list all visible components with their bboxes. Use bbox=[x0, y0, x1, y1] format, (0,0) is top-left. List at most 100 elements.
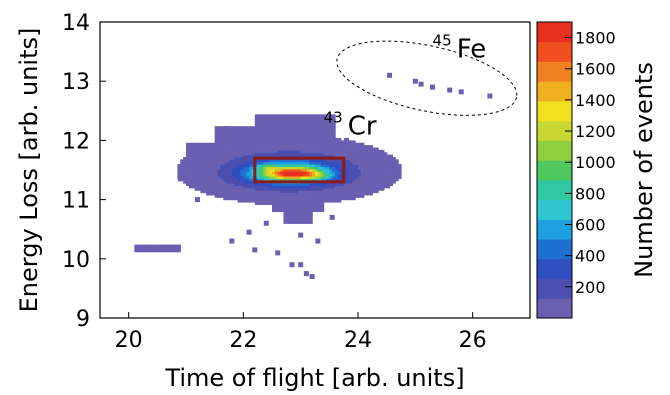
heatmap-cell bbox=[263, 190, 267, 194]
heatmap-cell bbox=[309, 114, 313, 118]
heatmap-cell bbox=[389, 154, 393, 158]
heatmap-cell bbox=[274, 121, 279, 125]
heatmap-cell bbox=[297, 119, 302, 123]
heatmap-cell bbox=[280, 192, 285, 196]
heatmap-cell bbox=[306, 116, 310, 120]
heatmap-cell bbox=[206, 142, 210, 146]
heatmap-cell bbox=[317, 206, 322, 210]
heatmap-cell bbox=[380, 154, 385, 158]
heatmap-cell bbox=[329, 187, 333, 191]
heatmap-cell bbox=[323, 161, 328, 165]
heatmap-cell bbox=[309, 190, 313, 194]
heatmap-cell bbox=[240, 161, 244, 165]
heatmap-cell bbox=[194, 187, 199, 191]
heatmap-cell bbox=[214, 183, 219, 186]
heatmap-cell bbox=[223, 135, 227, 139]
heatmap-cell bbox=[203, 154, 207, 158]
heatmap-cell bbox=[266, 175, 270, 179]
heatmap-cell bbox=[297, 173, 302, 177]
heatmap-cell bbox=[257, 164, 262, 168]
heatmap-cell bbox=[171, 249, 176, 253]
heatmap-cell bbox=[223, 161, 227, 165]
heatmap-cell bbox=[217, 192, 221, 196]
heatmap-cell bbox=[249, 133, 253, 137]
heatmap-cell bbox=[286, 149, 290, 153]
heatmap-cell bbox=[263, 199, 267, 203]
heatmap-cell bbox=[263, 145, 267, 149]
heatmap-cell bbox=[360, 183, 365, 186]
heatmap-cell bbox=[343, 178, 348, 182]
heatmap-cell bbox=[211, 173, 216, 177]
heatmap-cell bbox=[272, 147, 276, 151]
heatmap-cell bbox=[251, 133, 256, 137]
heatmap-cell bbox=[294, 126, 299, 130]
heatmap-cell bbox=[226, 183, 230, 186]
heatmap-cell bbox=[352, 147, 356, 151]
heatmap-cell bbox=[197, 159, 201, 163]
heatmap-cell bbox=[337, 166, 342, 170]
heatmap-cell bbox=[286, 213, 290, 217]
heatmap-cell bbox=[358, 178, 362, 182]
heatmap-cell bbox=[240, 180, 244, 184]
heatmap-cell bbox=[303, 119, 307, 123]
heatmap-cell bbox=[383, 183, 388, 186]
heatmap-cell bbox=[346, 173, 350, 177]
heatmap-cell bbox=[274, 142, 279, 146]
heatmap-cell bbox=[349, 194, 353, 198]
heatmap-cell bbox=[208, 178, 213, 182]
heatmap-cell bbox=[237, 156, 242, 160]
heatmap-cell bbox=[269, 178, 273, 182]
heatmap-cell bbox=[294, 197, 299, 201]
heatmap-cell bbox=[208, 161, 213, 165]
heatmap-cell bbox=[274, 138, 279, 141]
heatmap-cell bbox=[211, 175, 216, 179]
heatmap-cell bbox=[349, 161, 353, 165]
heatmap-cell bbox=[257, 123, 262, 127]
heatmap-cell bbox=[306, 159, 310, 163]
heatmap-cell bbox=[289, 149, 293, 153]
heatmap-cell bbox=[263, 201, 267, 205]
heatmap-cell bbox=[366, 168, 371, 172]
heatmap-cell bbox=[263, 135, 267, 139]
heatmap-cell bbox=[340, 145, 345, 149]
heatmap-cell bbox=[323, 116, 328, 120]
heatmap-cell bbox=[151, 249, 156, 253]
heatmap-cell bbox=[257, 190, 262, 194]
heatmap-cell bbox=[358, 161, 362, 165]
heatmap-cell bbox=[257, 116, 262, 120]
heatmap-cell bbox=[309, 138, 313, 141]
heatmap-cell bbox=[292, 220, 296, 224]
heatmap-cell bbox=[329, 159, 333, 163]
heatmap-cell bbox=[263, 142, 267, 146]
heatmap-cell bbox=[151, 246, 156, 250]
cr43-mass-number: 43 bbox=[324, 108, 343, 126]
heatmap-cell bbox=[360, 168, 365, 172]
heatmap-cell bbox=[211, 185, 216, 189]
heatmap-cell bbox=[358, 192, 362, 196]
heatmap-cell bbox=[274, 204, 279, 208]
heatmap-cell bbox=[283, 133, 287, 137]
heatmap-cell bbox=[211, 149, 216, 153]
heatmap-cell bbox=[320, 140, 325, 144]
heatmap-cell bbox=[294, 171, 299, 175]
heatmap-cell bbox=[323, 152, 328, 156]
heatmap-cell bbox=[283, 213, 287, 217]
heatmap-cell bbox=[315, 192, 319, 196]
heatmap-cell bbox=[263, 128, 267, 132]
heatmap-cell bbox=[183, 175, 187, 179]
heatmap-cell bbox=[226, 194, 230, 198]
heatmap-cell bbox=[303, 138, 307, 141]
heatmap-cell bbox=[375, 164, 379, 168]
heatmap-cell bbox=[257, 142, 262, 146]
heatmap-cell bbox=[211, 145, 216, 149]
heatmap-cell bbox=[274, 161, 279, 165]
heatmap-cell bbox=[300, 166, 305, 170]
heatmap-cell bbox=[289, 178, 293, 182]
heatmap-cell bbox=[300, 159, 305, 163]
heatmap-cell bbox=[294, 149, 299, 153]
heatmap-cell bbox=[303, 114, 307, 118]
plot-frame bbox=[99, 21, 531, 319]
heatmap-cell bbox=[375, 152, 379, 156]
heatmap-cell bbox=[274, 197, 279, 201]
